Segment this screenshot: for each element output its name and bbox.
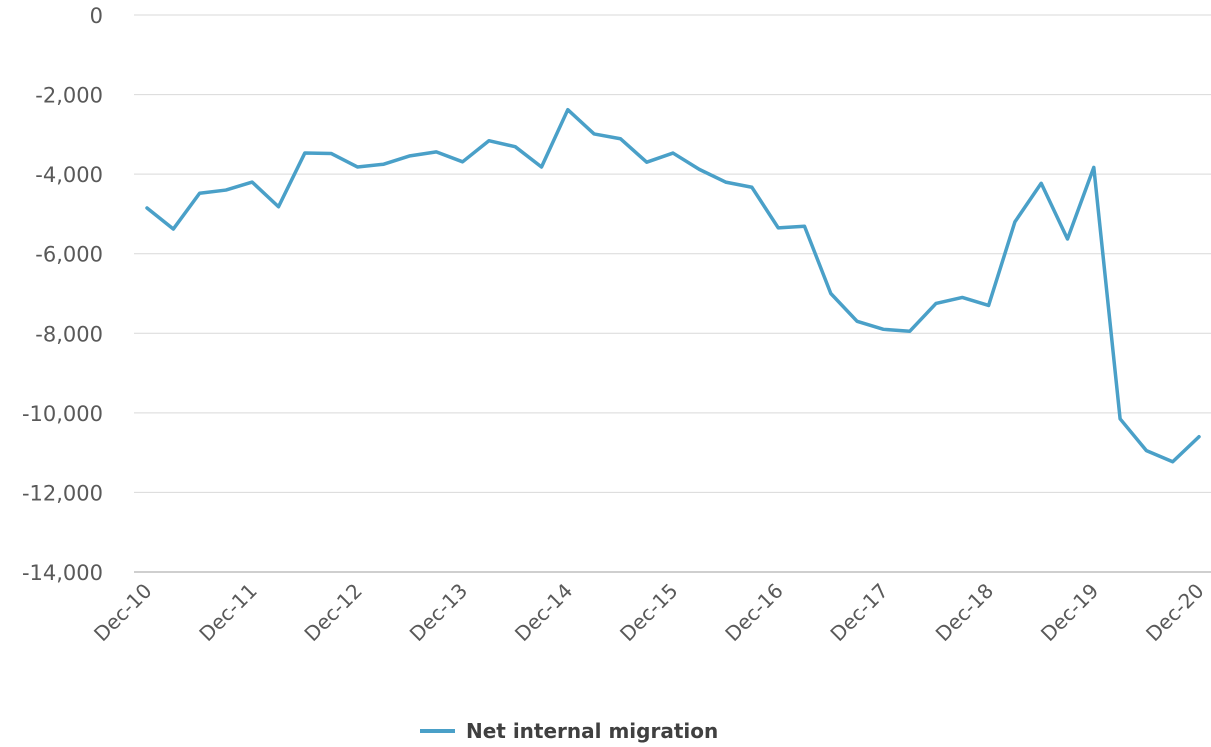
x-tick-label: Dec-14 — [510, 579, 577, 646]
x-axis-tick-labels: Dec-10 Dec-11 Dec-12 Dec-13 Dec-14 Dec-15 Dec-… — [89, 579, 1208, 646]
x-tick-label: Dec-12 — [299, 579, 366, 646]
y-axis-tick-labels: 0 -2,000 -4,000 -6,000 -8,000 -10,000 -12,000 -… — [22, 4, 103, 585]
legend-label-net-internal-migration: Net internal migration — [466, 719, 718, 743]
y-tick-label: -6,000 — [35, 243, 103, 267]
y-tick-label: -8,000 — [35, 322, 103, 346]
y-tick-label: -14,000 — [22, 561, 103, 585]
y-tick-label: 0 — [90, 4, 103, 28]
x-tick-label: Dec-10 — [89, 579, 156, 646]
x-tick-label: Dec-19 — [1036, 579, 1103, 646]
x-tick-label: Dec-13 — [405, 579, 472, 646]
x-tick-label: Dec-11 — [194, 579, 261, 646]
y-tick-label: -10,000 — [22, 402, 103, 426]
x-tick-label: Dec-18 — [931, 579, 998, 646]
series-lines — [145, 107, 1201, 464]
legend: Net internal migration — [420, 719, 718, 743]
y-tick-label: -12,000 — [22, 481, 103, 505]
x-tick-label: Dec-20 — [1141, 579, 1208, 646]
series-line-net-internal-migration — [145, 107, 1201, 464]
x-tick-label: Dec-16 — [720, 579, 787, 646]
gridlines — [134, 14, 1211, 573]
x-tick-label: Dec-15 — [615, 579, 682, 646]
y-tick-label: -2,000 — [35, 84, 103, 108]
x-tick-label: Dec-17 — [825, 579, 892, 646]
y-tick-label: -4,000 — [35, 163, 103, 187]
